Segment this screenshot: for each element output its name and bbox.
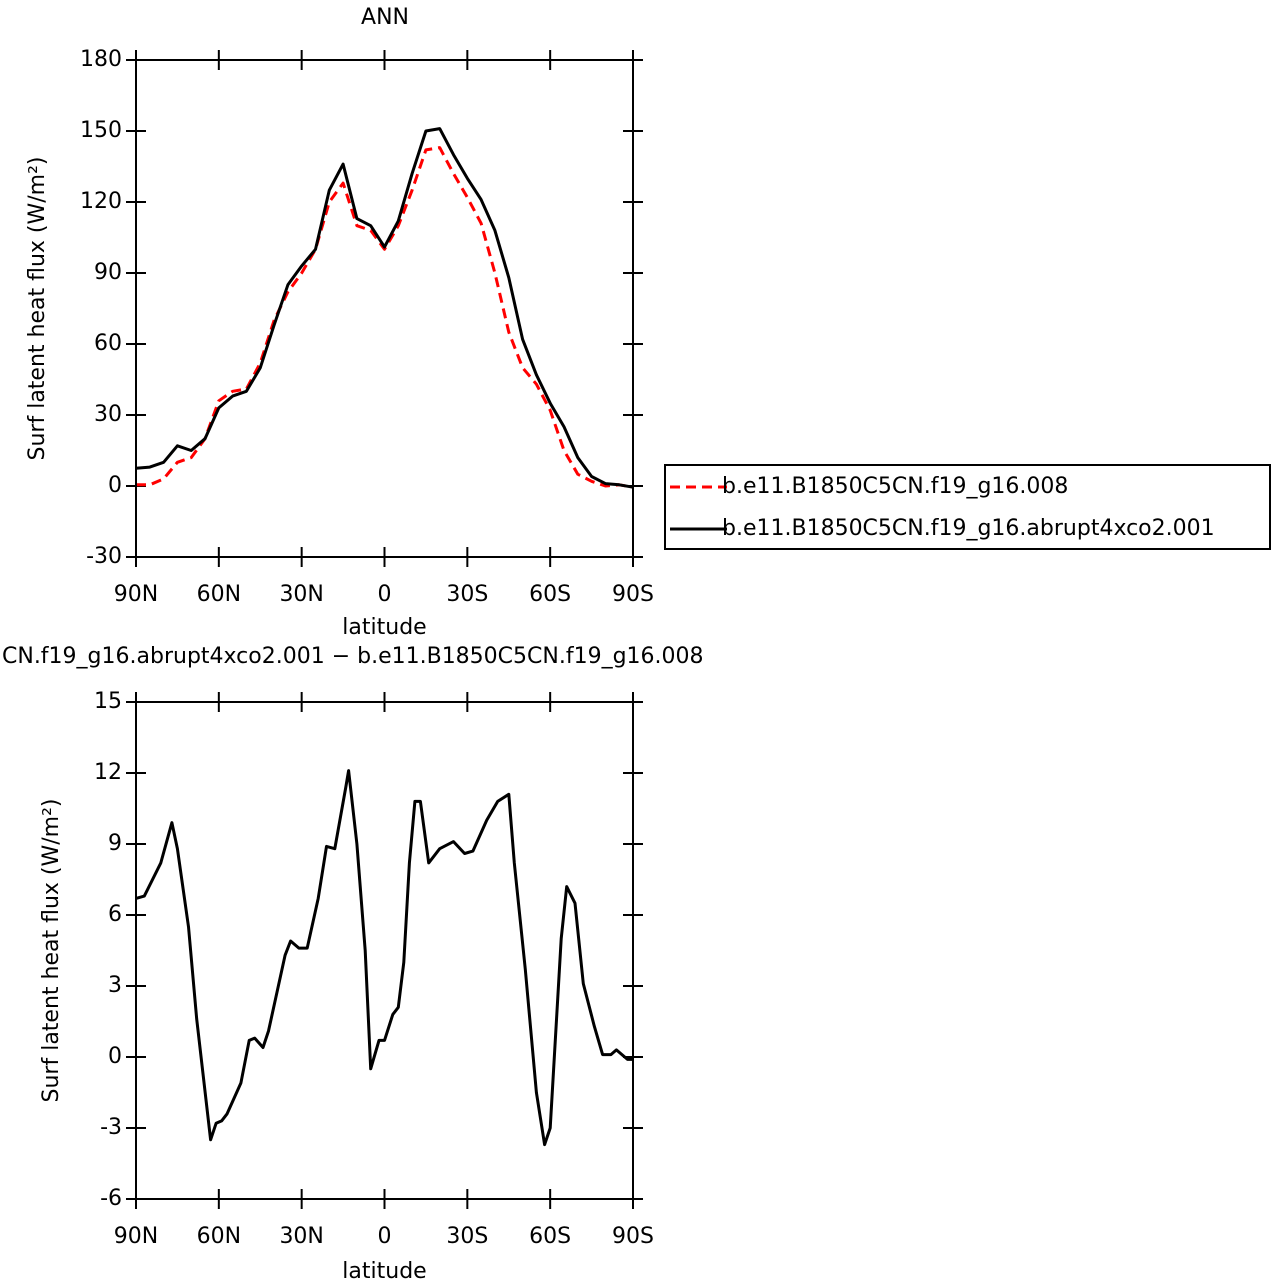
y-tick-label: 180: [80, 47, 122, 72]
y-tick-label: 15: [94, 689, 122, 714]
y-tick-label: 12: [94, 760, 122, 785]
x-tick-label: 90S: [612, 1224, 654, 1249]
x-tick-label: 0: [378, 582, 392, 607]
x-tick-label: 30N: [279, 582, 323, 607]
data-line: [136, 146, 634, 489]
y-tick-label: -6: [100, 1186, 122, 1211]
y-axis-label: Surf latent heat flux (W/m²): [25, 157, 50, 461]
x-tick-label: 60S: [529, 582, 571, 607]
y-tick-label: 30: [94, 402, 122, 427]
y-axis-label: Surf latent heat flux (W/m²): [39, 799, 64, 1103]
legend-box: [664, 464, 1271, 550]
x-tick-label: 60N: [197, 1224, 241, 1249]
y-tick-label: 0: [108, 1044, 122, 1069]
plot-frame: [135, 59, 634, 558]
legend-label: b.e11.B1850C5CN.f19_g16.abrupt4xco2.001: [722, 516, 1215, 541]
x-tick-label: 0: [378, 1224, 392, 1249]
x-axis-label: latitude: [342, 615, 426, 640]
data-line: [135, 127, 634, 489]
legend-label: b.e11.B1850C5CN.f19_g16.008: [722, 474, 1068, 499]
y-tick-label: 9: [108, 831, 122, 856]
plot-frame: [135, 701, 634, 1200]
y-tick-label: -30: [86, 544, 122, 569]
y-tick-label: 60: [94, 331, 122, 356]
y-tick-label: -3: [100, 1115, 122, 1140]
y-tick-label: 6: [108, 902, 122, 927]
y-tick-label: 150: [80, 118, 122, 143]
chart-title: CN.f19_g16.abrupt4xco2.001 − b.e11.B1850…: [2, 644, 704, 669]
x-tick-label: 30N: [279, 1224, 323, 1249]
y-tick-label: 3: [108, 973, 122, 998]
x-tick-label: 30S: [446, 582, 488, 607]
y-tick-label: 90: [94, 260, 122, 285]
chart-title: ANN: [361, 5, 409, 30]
x-tick-label: 90S: [612, 582, 654, 607]
x-tick-label: 60S: [529, 1224, 571, 1249]
x-axis-label: latitude: [342, 1259, 426, 1284]
y-tick-label: 0: [108, 473, 122, 498]
x-tick-label: 30S: [446, 1224, 488, 1249]
x-tick-label: 60N: [197, 582, 241, 607]
x-tick-label: 90N: [114, 582, 158, 607]
x-tick-label: 90N: [114, 1224, 158, 1249]
data-line: [135, 769, 633, 1147]
y-tick-label: 120: [80, 189, 122, 214]
